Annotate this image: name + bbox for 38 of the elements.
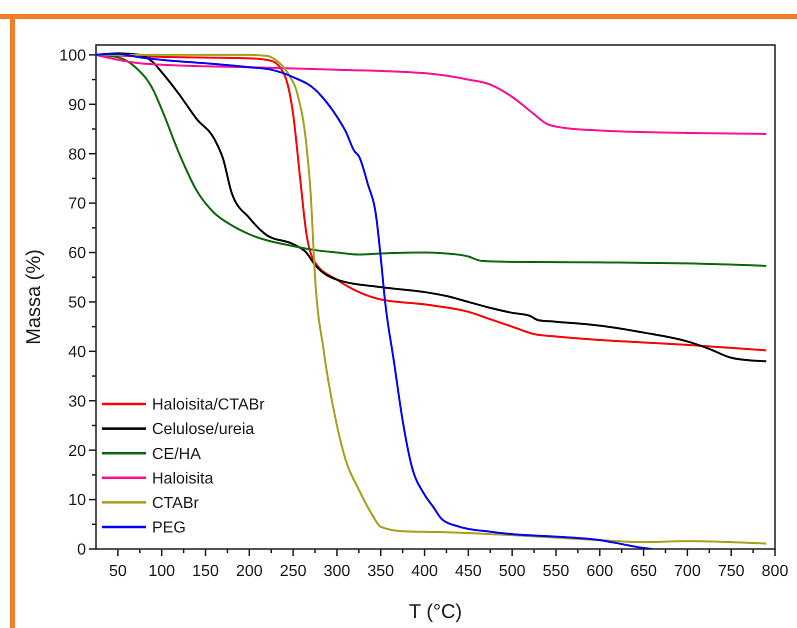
legend-label: CE/HA bbox=[152, 446, 202, 463]
legend-label: Haloisita/CTABr bbox=[152, 396, 266, 414]
y-tick-label: 60 bbox=[68, 245, 86, 262]
x-tick-label: 200 bbox=[236, 563, 263, 580]
x-tick-label: 700 bbox=[674, 563, 701, 580]
y-axis-title: Massa (%) bbox=[23, 249, 45, 345]
y-tick-label: 90 bbox=[68, 96, 86, 114]
x-tick-label: 550 bbox=[542, 563, 570, 580]
x-tick-label: 450 bbox=[455, 563, 482, 580]
legend-label: CTABr bbox=[152, 495, 200, 512]
y-tick-label: 100 bbox=[59, 47, 86, 64]
x-tick-label: 750 bbox=[718, 563, 745, 580]
y-tick-label: 80 bbox=[68, 146, 86, 164]
y-tick-label: 10 bbox=[68, 492, 86, 510]
legend-label: PEG bbox=[152, 520, 186, 537]
x-tick-label: 600 bbox=[586, 563, 614, 580]
legend-label: Haloisita bbox=[152, 470, 214, 488]
x-tick-label: 150 bbox=[192, 563, 219, 580]
line-series bbox=[96, 54, 768, 135]
x-tick-label: 300 bbox=[324, 563, 350, 580]
x-tick-label: 500 bbox=[498, 563, 526, 580]
line-series bbox=[96, 54, 768, 545]
x-tick-label: 350 bbox=[367, 563, 394, 580]
y-tick-label: 70 bbox=[68, 196, 86, 213]
x-tick-label: 250 bbox=[280, 563, 307, 580]
y-tick-label: 40 bbox=[68, 344, 86, 361]
y-tick-label: 20 bbox=[68, 442, 86, 460]
legend-label: Celulose/ureia bbox=[152, 421, 254, 438]
x-tick-label: 650 bbox=[630, 563, 658, 580]
x-tick-label: 800 bbox=[762, 563, 788, 580]
y-tick-label: 50 bbox=[68, 294, 86, 312]
x-tick-label: 50 bbox=[109, 563, 127, 580]
y-tick-label: 0 bbox=[77, 542, 86, 559]
x-axis-title: T (°C) bbox=[408, 601, 462, 623]
x-tick-label: 400 bbox=[411, 563, 438, 580]
x-tick-label: 100 bbox=[148, 563, 176, 580]
line-series bbox=[96, 52, 654, 549]
y-tick-label: 30 bbox=[68, 393, 86, 410]
